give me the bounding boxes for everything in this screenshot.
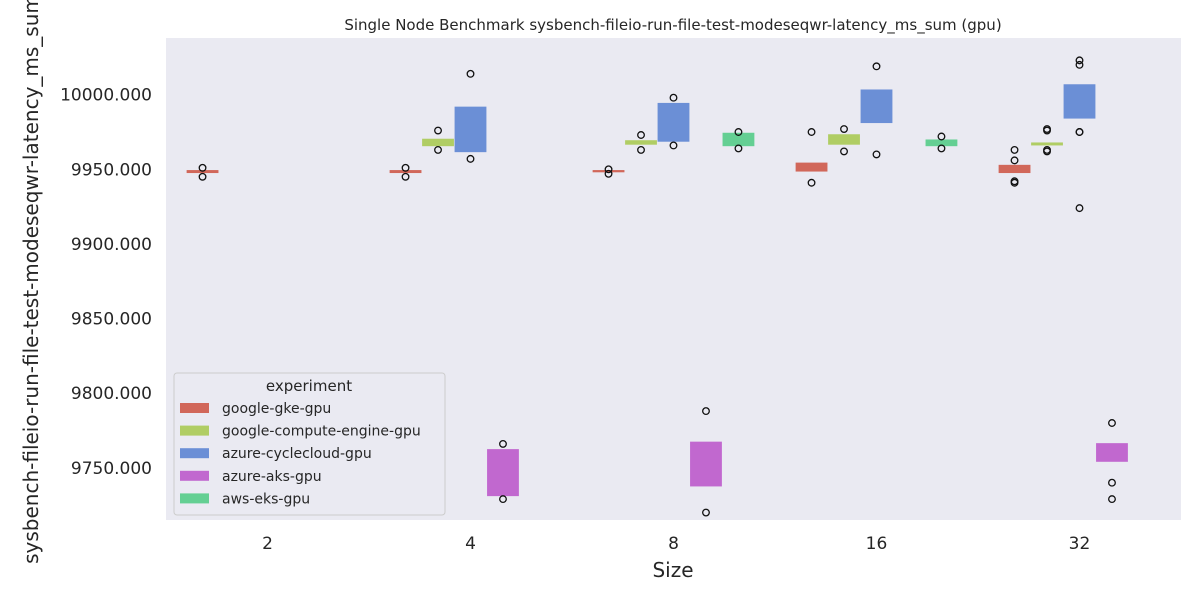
- outlier-point: [1075, 128, 1084, 136]
- box-aws-eks-gpu-8: [722, 132, 755, 147]
- outlier-point: [1043, 126, 1051, 135]
- y-tick-label: 9750.000: [71, 459, 152, 479]
- outlier-point: [1010, 178, 1019, 187]
- box-google-gke-gpu-16: [795, 162, 828, 172]
- outlier-point: [734, 144, 743, 153]
- outlier-point: [872, 62, 881, 71]
- box-google-compute-engine-gpu-32: [1031, 142, 1063, 146]
- legend: experiment google-gke-gpu google-compute-…: [173, 372, 446, 516]
- x-axis-label: Size: [652, 558, 693, 582]
- outlier-point: [702, 407, 710, 416]
- outlier-point: [1010, 145, 1019, 154]
- outlier-point: [434, 145, 442, 154]
- outlier-point: [604, 169, 613, 178]
- legend-label: aws-eks-gpu: [222, 491, 310, 507]
- outlier-point: [734, 128, 743, 136]
- outlier-point: [499, 495, 507, 504]
- legend-swatch: [180, 425, 209, 436]
- box-azure-cyclecloud-gpu-4: [454, 106, 487, 153]
- outlier-point: [807, 128, 816, 136]
- chart-title: Single Node Benchmark sysbench-fileio-ru…: [344, 16, 1001, 35]
- outlier-point: [872, 150, 881, 159]
- outlier-point: [466, 154, 475, 163]
- box-google-compute-engine-gpu-16: [828, 134, 860, 145]
- outlier-point: [604, 165, 613, 174]
- box-azure-cyclecloud-gpu-16: [860, 89, 893, 124]
- box-azure-aks-gpu-32: [1096, 443, 1128, 462]
- y-tick-label: 9950.000: [71, 160, 152, 180]
- outlier-point: [1075, 60, 1084, 69]
- outlier-point: [198, 163, 207, 172]
- legend-frame: [173, 372, 446, 516]
- outlier-point: [1108, 495, 1116, 504]
- y-tick-label: 10000.000: [60, 86, 152, 106]
- box-google-gke-gpu-32: [998, 164, 1031, 174]
- x-tick-label: 8: [668, 534, 679, 554]
- y-tick-label: 9800.000: [71, 384, 152, 404]
- legend-swatch: [180, 403, 209, 413]
- box-google-compute-engine-gpu-4: [422, 138, 454, 147]
- box-google-gke-gpu-8: [592, 170, 625, 173]
- outlier-point: [669, 141, 678, 150]
- outlier-point: [1010, 156, 1019, 165]
- outlier-point: [499, 439, 507, 448]
- box-aws-eks-gpu-16: [925, 139, 958, 147]
- legend-swatch: [180, 493, 209, 504]
- outlier-point: [937, 132, 946, 141]
- outlier-point: [840, 147, 848, 156]
- outlier-point: [1075, 56, 1084, 65]
- legend-label: google-gke-gpu: [222, 401, 331, 417]
- y-tick-label: 9850.000: [71, 310, 152, 330]
- legend-swatch: [180, 470, 209, 481]
- y-tick-label: 9900.000: [71, 235, 152, 255]
- outlier-point: [466, 69, 475, 78]
- outlier-point: [669, 93, 678, 102]
- y-ticks: 9750.000 9800.000 9850.000 9900.000 9950.000…: [60, 86, 152, 479]
- legend-swatch: [180, 448, 209, 459]
- legend-label: google-compute-engine-gpu: [222, 424, 421, 440]
- outlier-point: [401, 163, 410, 172]
- x-tick-label: 32: [1069, 534, 1091, 554]
- box-layer: [186, 56, 1128, 517]
- outlier-point: [1108, 419, 1116, 427]
- outlier-point: [637, 145, 645, 154]
- legend-label: azure-aks-gpu: [222, 469, 322, 485]
- box-azure-cyclecloud-gpu-8: [657, 102, 690, 142]
- outlier-point: [1108, 478, 1116, 487]
- outlier-point: [434, 126, 442, 135]
- outlier-point: [807, 178, 816, 187]
- box-google-compute-engine-gpu-8: [625, 140, 657, 145]
- outlier-point: [937, 144, 946, 153]
- outlier-point: [198, 172, 207, 181]
- outlier-point: [1043, 147, 1051, 156]
- outlier-point: [1075, 204, 1084, 213]
- x-tick-label: 4: [465, 534, 476, 554]
- box-azure-aks-gpu-8: [690, 441, 722, 487]
- x-tick-label: 2: [262, 534, 273, 554]
- outlier-point: [840, 125, 848, 133]
- outlier-point: [702, 508, 710, 517]
- x-tick-label: 16: [866, 534, 888, 554]
- box-azure-aks-gpu-4: [487, 449, 519, 497]
- outlier-point: [401, 172, 410, 181]
- legend-label: azure-cyclecloud-gpu: [222, 446, 372, 462]
- y-axis-label: sysbench-fileio-run-file-test-modeseqwr-…: [19, 0, 43, 564]
- box-azure-cyclecloud-gpu-32: [1063, 84, 1096, 119]
- legend-title: experiment: [266, 377, 352, 395]
- outlier-point: [637, 131, 645, 139]
- x-ticks: 2 4 8 16 32: [262, 534, 1090, 554]
